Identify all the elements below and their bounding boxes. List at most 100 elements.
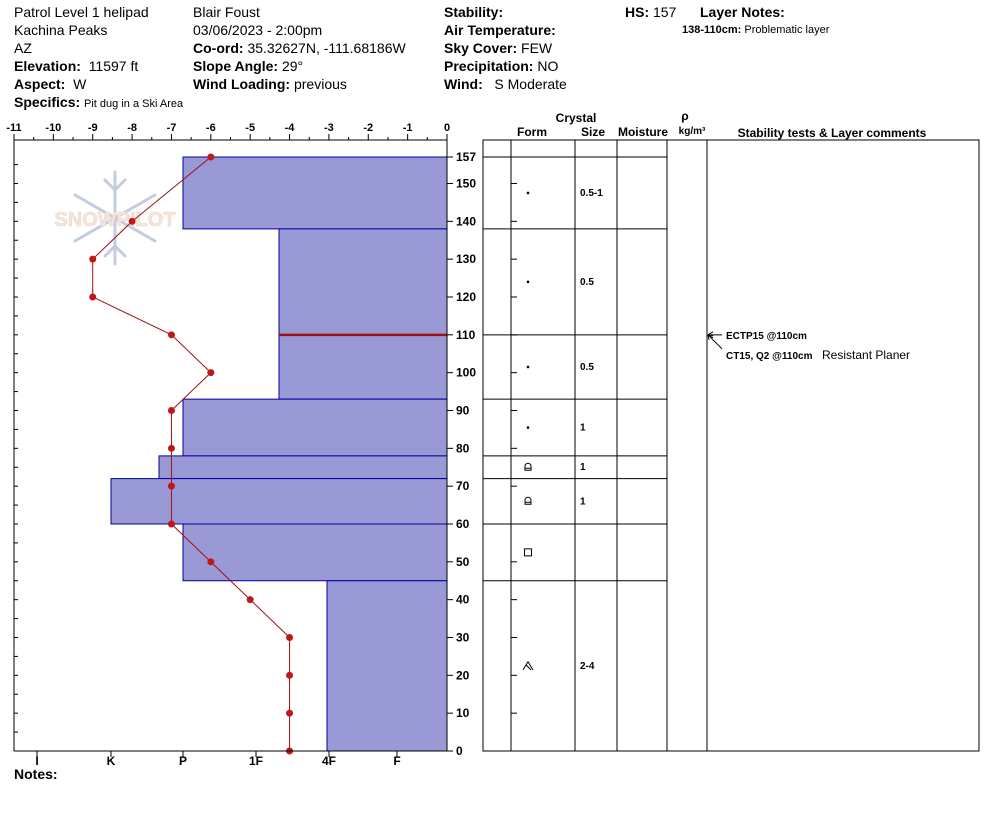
crystal-size: 1 bbox=[580, 462, 586, 473]
depth-tick-label: 120 bbox=[456, 290, 476, 304]
hardness-profile bbox=[110, 156, 448, 752]
temp-tick-label: -1 bbox=[403, 122, 413, 134]
depth-tick-label: 0 bbox=[456, 744, 463, 758]
temperature-point bbox=[286, 633, 294, 641]
air-temperature: Air Temperature: bbox=[444, 22, 556, 38]
notes-label: Notes: bbox=[14, 766, 58, 782]
hardness-bar bbox=[182, 156, 448, 230]
depth-tick-label: 10 bbox=[456, 706, 470, 720]
datetime: 03/06/2023 - 2:00pm bbox=[193, 22, 323, 38]
layer-table: 0.5-1 0.5 0.5 1 1 1 2-4 ECTP15 @110cm CT15, Q2 @… bbox=[482, 139, 980, 752]
hardness-bar bbox=[158, 455, 448, 480]
crystal-size: 1 bbox=[580, 496, 586, 507]
temperature-profile bbox=[89, 153, 294, 755]
temp-tick-label: -2 bbox=[363, 122, 373, 134]
hardness-tick-label: K bbox=[107, 754, 116, 768]
temp-tick-label: -10 bbox=[45, 122, 61, 134]
temp-tick-label: 0 bbox=[444, 122, 450, 134]
elevation: Elevation: 11597 ft bbox=[14, 58, 139, 74]
depth-tick-label: 60 bbox=[456, 517, 470, 531]
depth-tick-label: 140 bbox=[456, 214, 476, 228]
temp-tick-label: -3 bbox=[324, 122, 334, 134]
temp-tick-label: -8 bbox=[127, 122, 137, 134]
col-stability: Stability tests & Layer comments bbox=[738, 126, 927, 140]
rounded-facet-icon bbox=[524, 496, 532, 505]
specifics: Specifics: Pit dug in a Ski Area bbox=[14, 94, 184, 110]
crystal-size: 0.5 bbox=[580, 277, 594, 288]
temp-tick-label: -5 bbox=[245, 122, 255, 134]
temperature-point bbox=[167, 520, 175, 528]
hardness-bar bbox=[182, 398, 448, 457]
temperature-point bbox=[128, 217, 136, 225]
depth-tick-label: 130 bbox=[456, 252, 476, 266]
depth-tick-label: 70 bbox=[456, 479, 470, 493]
crystal-dot-icon bbox=[526, 365, 530, 369]
col-density-unit: kg/m³ bbox=[679, 126, 706, 137]
temperature-point bbox=[167, 482, 175, 490]
temperature-point bbox=[286, 709, 294, 717]
coordinates: Co-ord: 35.32627N, -111.68186W bbox=[193, 40, 406, 56]
temperature-point bbox=[167, 444, 175, 452]
depth-tick-label: 150 bbox=[456, 176, 476, 190]
facet-icon bbox=[524, 548, 532, 557]
wind: Wind: S Moderate bbox=[444, 76, 567, 92]
crystal-dot-icon bbox=[526, 191, 530, 195]
stability-test: CT15, Q2 @110cm bbox=[726, 351, 813, 362]
crystal-size: 2-4 bbox=[580, 661, 595, 672]
table-frame bbox=[482, 139, 980, 752]
rounded-facet-icon bbox=[524, 462, 532, 471]
temperature-point bbox=[207, 558, 215, 566]
layer-note: 138-110cm: Problematic layer bbox=[682, 24, 830, 36]
height-of-snow: HS: 157 bbox=[625, 4, 677, 20]
hardness-tick-label: I bbox=[35, 754, 38, 768]
state: AZ bbox=[14, 40, 32, 56]
location: Patrol Level 1 helipad bbox=[14, 4, 149, 20]
depth-tick-label: 80 bbox=[456, 441, 470, 455]
depth-tick-label: 110 bbox=[456, 328, 476, 342]
temperature-point bbox=[246, 596, 254, 604]
depth-tick-label: 157 bbox=[456, 150, 476, 164]
crystal-dot-icon bbox=[526, 280, 530, 284]
hardness-tick-label: P bbox=[179, 754, 187, 768]
sky-cover: Sky Cover: FEW bbox=[444, 40, 553, 56]
observer: Blair Foust bbox=[193, 4, 260, 20]
col-size: Size bbox=[581, 125, 605, 139]
temp-tick-label: -6 bbox=[206, 122, 216, 134]
hardness-bar bbox=[182, 523, 448, 582]
depth-tick-label: 50 bbox=[456, 555, 470, 569]
col-crystal: Crystal bbox=[556, 111, 597, 125]
depth-tick-label: 20 bbox=[456, 668, 470, 682]
aspect: Aspect: W bbox=[14, 76, 87, 92]
crystal-size: 0.5 bbox=[580, 362, 594, 373]
temperature-point bbox=[167, 331, 175, 339]
temperature-point bbox=[207, 369, 215, 377]
temperature-point bbox=[286, 671, 294, 679]
hardness-bar bbox=[278, 228, 448, 336]
stability: Stability: bbox=[444, 4, 504, 20]
temp-tick-label: -7 bbox=[167, 122, 177, 134]
stability-comment: Resistant Planer bbox=[822, 348, 910, 362]
range: Kachina Peaks bbox=[14, 22, 108, 38]
stability-test: ECTP15 @110cm bbox=[726, 331, 807, 342]
temperature-point bbox=[207, 153, 215, 161]
col-moisture: Moisture bbox=[618, 125, 668, 139]
col-form: Form bbox=[517, 125, 547, 139]
depth-tick-label: 40 bbox=[456, 593, 470, 607]
depth-tick-label: 90 bbox=[456, 403, 470, 417]
hardness-tick-label: F bbox=[393, 754, 400, 768]
slope-angle: Slope Angle: 29° bbox=[193, 58, 304, 74]
hardness-tick-label: 4F bbox=[322, 754, 336, 768]
watermark-text: SNOWPILOT bbox=[54, 209, 175, 231]
hardness-bar bbox=[326, 580, 448, 752]
temperature-point bbox=[167, 406, 175, 414]
crystal-dot-icon bbox=[526, 426, 530, 429]
temperature-point bbox=[89, 293, 97, 301]
precipitation: Precipitation: NO bbox=[444, 58, 559, 74]
crystal-size: 1 bbox=[580, 423, 586, 434]
test-arrow-icon bbox=[707, 334, 723, 350]
depth-tick-label: 30 bbox=[456, 630, 470, 644]
temp-tick-label: -4 bbox=[285, 122, 296, 134]
temperature-point bbox=[89, 255, 97, 263]
snowpilot-watermark: SNOWPILOT bbox=[54, 170, 176, 266]
hardness-bar bbox=[110, 478, 448, 525]
